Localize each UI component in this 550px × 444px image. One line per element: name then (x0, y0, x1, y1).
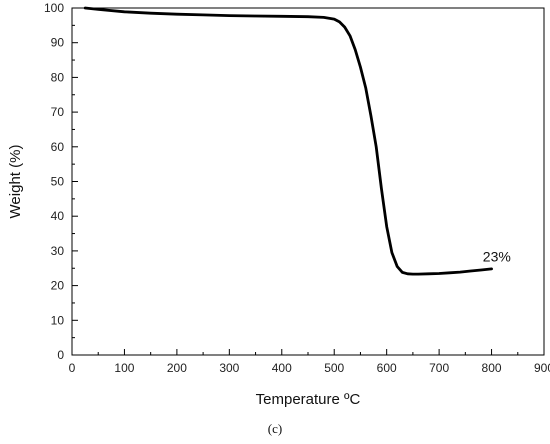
x-tick-label: 100 (114, 361, 134, 375)
x-tick-label: 0 (69, 361, 76, 375)
x-tick-label: 300 (219, 361, 239, 375)
plot-area: 0 100 200 300 400 500 600 700 800 900 0 10 20 30 40 50 6… (7, 1, 550, 408)
plot-frame (71, 7, 545, 356)
y-tick-label: 0 (57, 348, 64, 362)
x-tick-label: 400 (272, 361, 292, 375)
x-tick-label: 800 (482, 361, 502, 375)
tga-chart: 0 100 200 300 400 500 600 700 800 900 0 10 20 30 40 50 6… (7, 1, 550, 408)
x-tick-label: 700 (429, 361, 449, 375)
y-tick-label: 30 (51, 244, 65, 258)
x-axis-label: Temperature ºC (256, 391, 361, 408)
y-tick-label: 10 (51, 313, 65, 327)
y-tick-label: 100 (44, 1, 64, 15)
x-tick-label: 600 (377, 361, 397, 375)
x-tick-label: 200 (167, 361, 187, 375)
y-tick-label: 80 (51, 70, 65, 84)
y-tick-label: 90 (51, 36, 65, 50)
y-axis-label: Weight (%) (7, 145, 24, 219)
x-tick-label: 500 (324, 361, 344, 375)
x-tick-label: 900 (534, 361, 550, 375)
y-tick-label: 70 (51, 105, 65, 119)
annotation-label: 23% (483, 248, 511, 264)
y-tick-label: 50 (51, 175, 65, 189)
y-tick-label: 60 (51, 140, 65, 154)
y-tick-label: 40 (51, 209, 65, 223)
figure-caption: (c) (267, 421, 283, 436)
y-tick-label: 20 (51, 279, 65, 293)
series-line (83, 6, 493, 276)
